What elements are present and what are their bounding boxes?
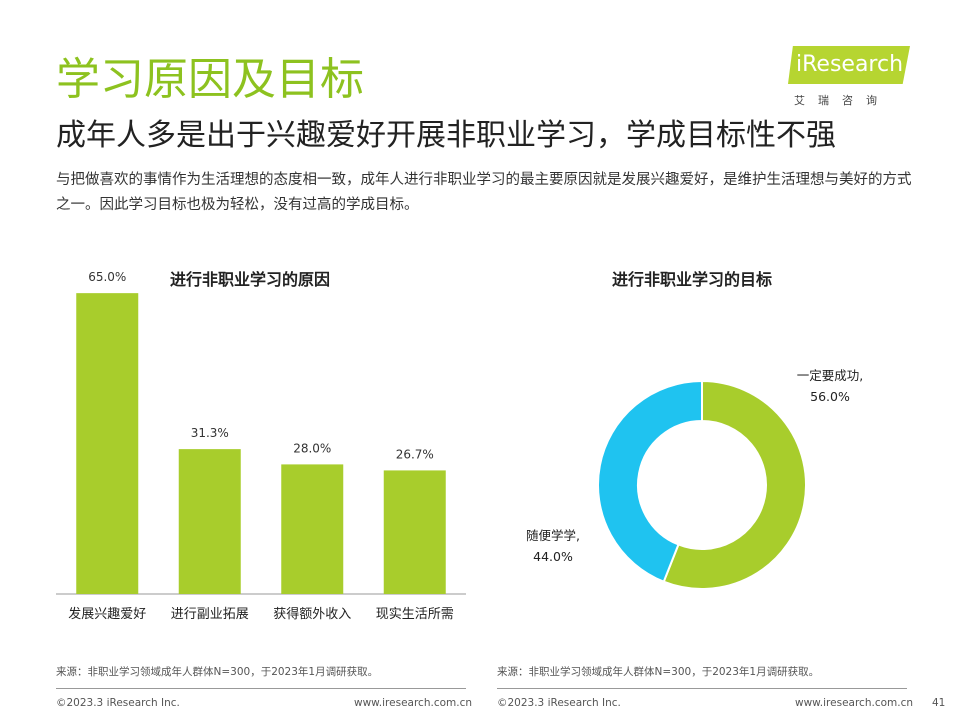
logo-text: iResearch — [796, 52, 904, 77]
bar-value-label: 65.0% — [88, 270, 126, 284]
bar-category-label: 进行副业拓展 — [171, 607, 249, 622]
bar-value-label: 26.7% — [396, 447, 434, 461]
bar-1 — [76, 293, 139, 594]
copyright-right: ©2023.3 iResearch Inc. — [497, 697, 621, 709]
donut-slice-1 — [662, 379, 807, 590]
source-note-left: 来源：非职业学习领域成年人群体N=300，于2023年1月调研获取。 — [56, 666, 379, 678]
logo-badge — [788, 46, 910, 84]
description-text: 与把做喜欢的事情作为生活理想的态度相一致，成年人进行非职业学习的最主要原因就是发… — [56, 172, 912, 213]
logo-subtext: 艾瑞咨询 — [794, 94, 890, 107]
donut-slice-2 — [597, 379, 703, 583]
bar-4 — [383, 470, 446, 594]
iresearch-logo: iResearch 艾瑞咨询 — [788, 46, 918, 110]
donut-chart-title: 进行非职业学习的目标 — [612, 270, 773, 289]
page-number: 41 — [932, 697, 946, 709]
bar-category-label: 获得额外收入 — [273, 606, 351, 622]
bar-3 — [281, 464, 344, 594]
bar-category-label: 发展兴趣爱好 — [68, 606, 146, 622]
donut-label-2: 随便学学, — [526, 528, 580, 543]
donut-value-1: 56.0% — [810, 389, 850, 404]
source-note-right: 来源：非职业学习领域成年人群体N=300，于2023年1月调研获取。 — [497, 666, 820, 678]
donut-label-1: 一定要成功, — [797, 368, 863, 383]
copyright-left: ©2023.3 iResearch Inc. — [56, 697, 180, 709]
bar-value-label: 31.3% — [191, 426, 229, 440]
website-link-right[interactable]: www.iresearch.com.cn — [795, 697, 914, 709]
page-title: 学习原因及目标 — [56, 54, 364, 105]
bar-value-label: 28.0% — [293, 441, 331, 455]
page-subtitle: 成年人多是出于兴趣爱好开展非职业学习，学成目标性不强 — [56, 118, 836, 153]
footer-divider-left — [56, 688, 466, 689]
website-link-left[interactable]: www.iresearch.com.cn — [354, 697, 473, 709]
bar-2 — [178, 449, 241, 594]
footer-divider-right — [497, 688, 907, 689]
donut-value-2: 44.0% — [533, 549, 573, 564]
bar-category-label: 现实生活所需 — [376, 607, 454, 622]
bar-chart-title: 进行非职业学习的原因 — [170, 270, 331, 289]
